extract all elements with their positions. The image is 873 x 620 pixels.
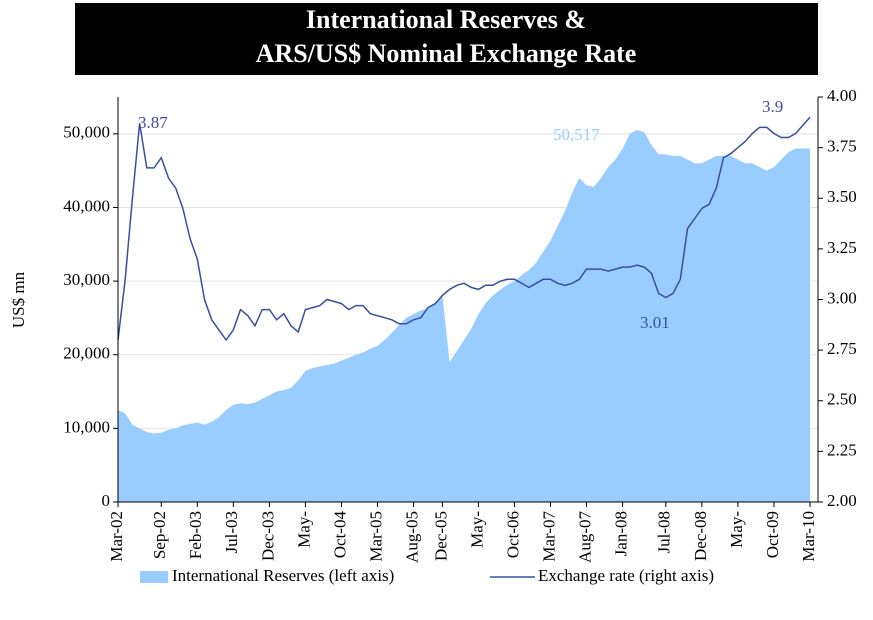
legend-label: International Reserves (left axis) bbox=[172, 566, 394, 585]
x-tick-label: Mar-10 bbox=[799, 511, 818, 562]
chart-title: ARS/US$ Nominal Exchange Rate bbox=[256, 39, 637, 68]
annotation: 3.87 bbox=[138, 113, 168, 132]
x-tick-label: Jul-08 bbox=[655, 511, 674, 554]
y-tick-label: 10,000 bbox=[63, 417, 110, 436]
title-bar bbox=[75, 3, 818, 75]
y-axis-label: US$ mn bbox=[9, 271, 28, 328]
y-tick-label: 40,000 bbox=[63, 196, 110, 215]
annotation: 50,517 bbox=[553, 125, 600, 144]
x-tick-label: Mar-07 bbox=[539, 511, 558, 562]
y-tick-label: 30,000 bbox=[63, 270, 110, 289]
y-tick-label: 0 bbox=[102, 491, 111, 510]
x-tick-label: Oct-06 bbox=[503, 511, 522, 558]
legend-label: Exchange rate (right axis) bbox=[538, 566, 714, 585]
x-tick-label: Mar-02 bbox=[107, 511, 126, 562]
x-tick-label: Dec-08 bbox=[691, 511, 710, 561]
y2-tick-label: 2.00 bbox=[827, 491, 857, 510]
chart-title: International Reserves & bbox=[306, 5, 586, 34]
x-tick-label: Dec-03 bbox=[258, 511, 277, 561]
x-tick-label: Oct-09 bbox=[763, 511, 782, 558]
x-tick-label: May- bbox=[727, 511, 746, 548]
y2-tick-label: 2.50 bbox=[827, 390, 857, 409]
exchange-rate-line bbox=[117, 116, 811, 342]
x-tick-label: Feb-03 bbox=[186, 511, 205, 559]
x-tick-label: Dec-05 bbox=[431, 511, 450, 561]
y2-tick-label: 3.75 bbox=[827, 137, 857, 156]
x-tick-label: Aug-07 bbox=[575, 511, 594, 563]
y2-tick-label: 3.50 bbox=[827, 187, 857, 206]
x-tick-label: Sep-02 bbox=[150, 511, 169, 559]
x-tick-label: Aug-05 bbox=[402, 511, 421, 563]
y2-tick-label: 3.00 bbox=[827, 288, 857, 307]
annotation: 3.9 bbox=[762, 97, 783, 116]
x-tick-label: May- bbox=[294, 511, 313, 548]
x-tick-label: Oct-04 bbox=[330, 511, 349, 559]
y2-tick-label: 4.00 bbox=[827, 86, 857, 105]
reserves-area bbox=[118, 130, 810, 502]
x-tick-label: Jan-08 bbox=[611, 511, 630, 556]
x-tick-label: May- bbox=[467, 511, 486, 548]
y-tick-label: 20,000 bbox=[63, 344, 110, 363]
x-tick-label: Mar-05 bbox=[366, 511, 385, 562]
y2-tick-label: 2.75 bbox=[827, 339, 857, 358]
x-tick-label: Jul-03 bbox=[222, 511, 241, 554]
y2-tick-label: 2.25 bbox=[827, 440, 857, 459]
annotation: 3.01 bbox=[640, 313, 670, 332]
legend-swatch bbox=[140, 571, 168, 583]
y2-tick-label: 3.25 bbox=[827, 238, 857, 257]
y-tick-label: 50,000 bbox=[63, 123, 110, 142]
